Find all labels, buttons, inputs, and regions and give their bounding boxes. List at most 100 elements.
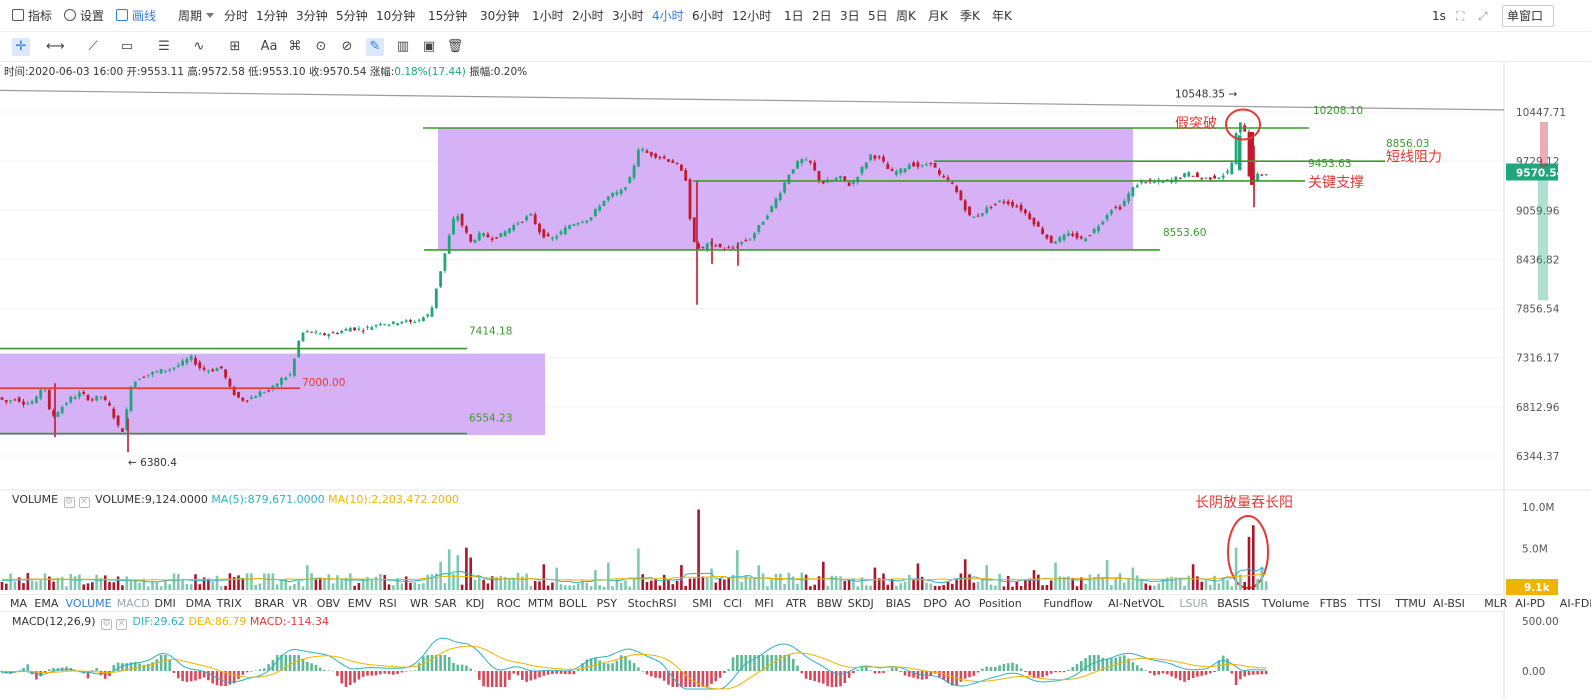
indicator-tab[interactable]: DMA	[185, 597, 212, 610]
macd-settings-icon[interactable]: ⚙	[101, 619, 113, 630]
indicator-tab[interactable]: DMI	[154, 597, 176, 610]
period-option[interactable]: 6小时	[692, 9, 724, 23]
period-option[interactable]: 10分钟	[376, 9, 416, 23]
indicator-tab[interactable]: EMV	[347, 597, 372, 610]
indicator-tab[interactable]: TRIX	[216, 597, 242, 610]
period-option[interactable]: 2日	[812, 9, 832, 23]
hide-icon[interactable]: ▣	[422, 39, 436, 54]
indicator-tab[interactable]: MACD	[116, 597, 150, 610]
indicator-tab[interactable]: MFI	[754, 597, 774, 610]
indicator-tab[interactable]: StochRSI	[627, 597, 677, 610]
indicator-tab[interactable]: SMI	[692, 597, 713, 610]
indicator-tab[interactable]: TTMU	[1395, 597, 1426, 610]
indicator-tab[interactable]: SAR	[434, 597, 457, 610]
wave-icon[interactable]: ∿	[193, 39, 205, 54]
period-option[interactable]: 1日	[784, 9, 804, 23]
expand-icon[interactable]: ⤢	[1478, 9, 1488, 23]
volume-bar	[164, 580, 167, 590]
window-mode-select[interactable]: 单窗口	[1502, 5, 1554, 38]
indicator-tab[interactable]: TTSI	[1357, 597, 1381, 610]
horizontal-line-icon[interactable]: ⟷	[46, 39, 65, 54]
indicator-tab[interactable]: AI-NetVOL	[1108, 597, 1165, 610]
candle-body	[525, 216, 528, 221]
trash-icon[interactable]: 🗑	[446, 39, 464, 54]
macd-close-icon[interactable]: ✕	[116, 619, 128, 630]
candle-body	[1071, 233, 1075, 236]
indicator-tab[interactable]: BOLL	[558, 597, 588, 610]
period-option[interactable]: 15分钟	[428, 9, 468, 23]
settings-button[interactable]: 设置	[64, 8, 104, 24]
magnet-icon[interactable]: ⊙	[315, 39, 327, 54]
period-option[interactable]: 5分钟	[336, 9, 368, 23]
lock-draw-icon[interactable]: ✎	[366, 38, 384, 56]
indicator-tab[interactable]: WR	[410, 597, 429, 610]
indicator-tab[interactable]: Fundflow	[1043, 597, 1093, 610]
period-option[interactable]: 4小时	[652, 9, 684, 23]
trend-line	[0, 89, 1505, 111]
parallel-lines-icon[interactable]: ☰	[158, 39, 170, 54]
indicator-tab[interactable]: LSUR	[1179, 597, 1209, 610]
indicator-tab[interactable]: BIAS	[885, 597, 911, 610]
indicator-tab[interactable]: CCI	[723, 597, 742, 610]
ruler-icon[interactable]: ⊘	[341, 39, 353, 54]
period-option[interactable]: 3小时	[612, 9, 644, 23]
indicator-tab[interactable]: KDJ	[465, 597, 485, 610]
indicator-tab[interactable]: BBW	[816, 597, 843, 610]
volume-close-icon[interactable]: ✕	[78, 497, 90, 508]
period-option[interactable]: 1小时	[532, 9, 564, 23]
brush-icon[interactable]: ⌘	[288, 39, 302, 54]
indicator-tab[interactable]: AO	[954, 597, 971, 610]
period-option[interactable]: 3日	[840, 9, 860, 23]
volume-settings-icon[interactable]: ⚙	[63, 497, 75, 508]
period-option[interactable]: 月K	[928, 9, 948, 23]
period-option[interactable]: 分时	[224, 9, 249, 23]
indicator-tab[interactable]: VOLUME	[65, 597, 112, 610]
indicator-tab[interactable]: OBV	[316, 597, 341, 610]
period-option[interactable]: 12小时	[732, 9, 772, 23]
indicator-tab[interactable]: ATR	[785, 597, 807, 610]
indicator-tab[interactable]: MTM	[527, 597, 554, 610]
indicator-tab[interactable]: PSY	[596, 597, 617, 610]
period-option[interactable]: 3分钟	[296, 9, 328, 23]
candle-icon[interactable]: ▥	[396, 39, 410, 54]
period-option[interactable]: 年K	[992, 9, 1012, 23]
indicator-tab[interactable]: EMA	[34, 597, 59, 610]
indicator-tab[interactable]: VR	[292, 597, 308, 610]
refresh-interval[interactable]: 1s	[1432, 9, 1446, 23]
fullscreen-icon[interactable]: ⛶	[1456, 9, 1465, 23]
indicator-tab[interactable]: AI-FDI	[1559, 597, 1591, 610]
volume-bar	[426, 574, 429, 590]
draw-button[interactable]: 画线	[116, 8, 156, 24]
indicators-button[interactable]: 指标	[12, 8, 52, 24]
text-tool-icon[interactable]: Aa	[260, 39, 278, 54]
trend-line-icon[interactable]: ⟋	[88, 39, 98, 54]
grid-tool-icon[interactable]: ⊞	[229, 39, 241, 54]
indicator-tab[interactable]: FTBS	[1319, 597, 1347, 610]
period-dropdown[interactable]: 周期	[178, 8, 215, 24]
indicator-tab[interactable]: MLR	[1484, 597, 1508, 610]
rectangle-icon[interactable]: ▭	[120, 39, 134, 54]
volume-bar	[435, 573, 438, 590]
volume-bar	[215, 575, 219, 590]
period-option[interactable]: 周K	[896, 9, 916, 23]
indicator-tab[interactable]: SKDJ	[847, 597, 874, 610]
period-option[interactable]: 30分钟	[480, 9, 520, 23]
indicator-tab[interactable]: ROC	[496, 597, 521, 610]
indicator-tab[interactable]: Position	[978, 597, 1022, 610]
period-option[interactable]: 2小时	[572, 9, 604, 23]
volume-bar	[17, 577, 21, 590]
indicator-tab[interactable]: RSI	[378, 597, 397, 610]
indicator-tab[interactable]: BASIS	[1217, 597, 1250, 610]
indicator-tab[interactable]: TVolume	[1261, 597, 1310, 610]
period-option[interactable]: 1分钟	[256, 9, 288, 23]
indicator-tab[interactable]: AI-BSI	[1433, 597, 1465, 610]
crosshair-icon[interactable]: ✛	[12, 38, 30, 56]
volume-bar	[151, 581, 154, 590]
indicator-tab[interactable]: AI-PD	[1515, 597, 1546, 610]
candle-body	[542, 229, 546, 238]
indicator-tab[interactable]: BRAR	[254, 597, 285, 610]
indicator-tab[interactable]: DPO	[923, 597, 948, 610]
period-option[interactable]: 5日	[868, 9, 888, 23]
indicator-tab[interactable]: MA	[10, 597, 28, 610]
period-option[interactable]: 季K	[960, 9, 980, 23]
